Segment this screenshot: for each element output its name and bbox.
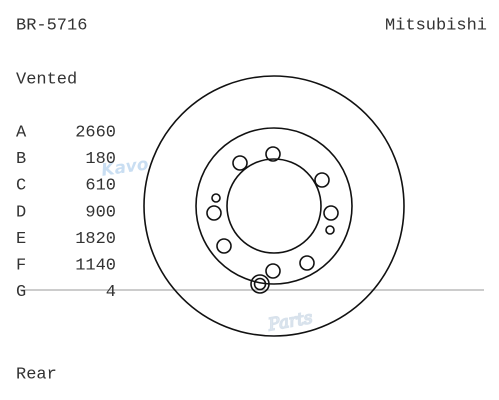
position: Rear	[16, 365, 57, 384]
spec-label: C	[16, 177, 26, 196]
spec-value: 1820	[75, 230, 116, 249]
spec-label: B	[16, 150, 26, 169]
spec-value: 2660	[75, 123, 116, 142]
spec-label: E	[16, 230, 26, 249]
spec-label: A	[16, 123, 27, 142]
brand: Mitsubishi	[385, 16, 487, 35]
disc-type: Vented	[16, 70, 77, 89]
spec-value: 180	[85, 150, 116, 169]
spec-value: 610	[85, 177, 116, 196]
disc-drawing	[143, 75, 405, 337]
spec-value: 900	[85, 203, 116, 222]
spec-list: A 2660 B 180 C 610 D 900 E 1820 F 1140 G 4	[16, 123, 116, 302]
part-number: BR-5716	[16, 16, 87, 35]
spec-label: F	[16, 256, 26, 275]
spec-label: G	[16, 283, 26, 302]
spec-value: 4	[106, 283, 116, 302]
spec-label: D	[16, 203, 26, 222]
spec-value: 1140	[75, 256, 116, 275]
